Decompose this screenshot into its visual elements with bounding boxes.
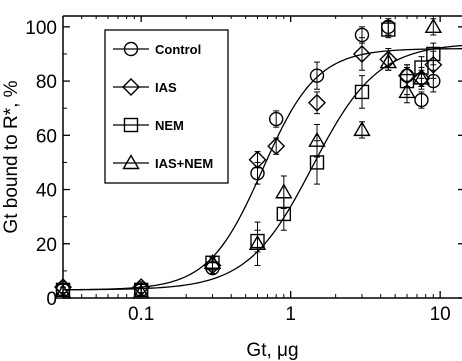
y-tick-label: 100	[25, 18, 57, 39]
data-point	[276, 206, 292, 222]
data-point	[250, 166, 265, 181]
legend-marker	[122, 154, 140, 170]
data-point	[398, 83, 416, 99]
data-point	[267, 137, 286, 156]
data-point	[354, 84, 370, 100]
legend-marker	[123, 41, 139, 57]
y-tick-label: 20	[36, 235, 57, 256]
legend-label: NEM	[155, 118, 184, 133]
x-tick-label: 0.1	[128, 304, 154, 325]
data-point	[308, 131, 326, 147]
legend-marker	[122, 78, 140, 96]
axis-ticks: 0 20 40 60 80 100 0.1 1 10	[25, 16, 462, 325]
data-series	[54, 17, 443, 299]
data-point	[426, 46, 441, 62]
data-point	[54, 283, 72, 299]
data-point	[424, 17, 443, 34]
data-point	[132, 283, 150, 299]
y-tick-label: 60	[36, 126, 57, 147]
data-point	[275, 183, 293, 199]
y-axis-title: Gt bound to R*, %	[1, 80, 22, 233]
legend-label: IAS	[155, 80, 177, 95]
legend: Control IAS NEM IAS+NEM	[104, 29, 229, 184]
legend-label: IAS+NEM	[155, 156, 213, 171]
y-tick-label: 40	[36, 181, 57, 202]
data-point	[248, 234, 267, 250]
data-point	[203, 253, 222, 269]
x-axis-title: Gt, μg	[246, 340, 298, 361]
y-tick-label: 0	[46, 289, 57, 310]
y-tick-label: 80	[36, 72, 57, 93]
legend-box	[104, 29, 229, 184]
x-tick-label: 1	[285, 304, 296, 325]
data-point	[414, 92, 429, 108]
data-point	[203, 256, 222, 275]
data-point	[412, 69, 431, 85]
data-point	[248, 150, 267, 169]
data-point	[353, 120, 371, 137]
data-point	[307, 93, 326, 112]
series-triangle	[54, 17, 443, 299]
data-point	[379, 53, 398, 69]
data-point	[309, 155, 325, 170]
data-point	[309, 68, 325, 83]
legend-label: Control	[155, 42, 201, 57]
data-point	[381, 22, 396, 37]
data-point	[352, 44, 371, 63]
data-point	[268, 111, 284, 127]
legend-marker	[123, 117, 139, 133]
x-tick-label: 10	[430, 304, 451, 325]
